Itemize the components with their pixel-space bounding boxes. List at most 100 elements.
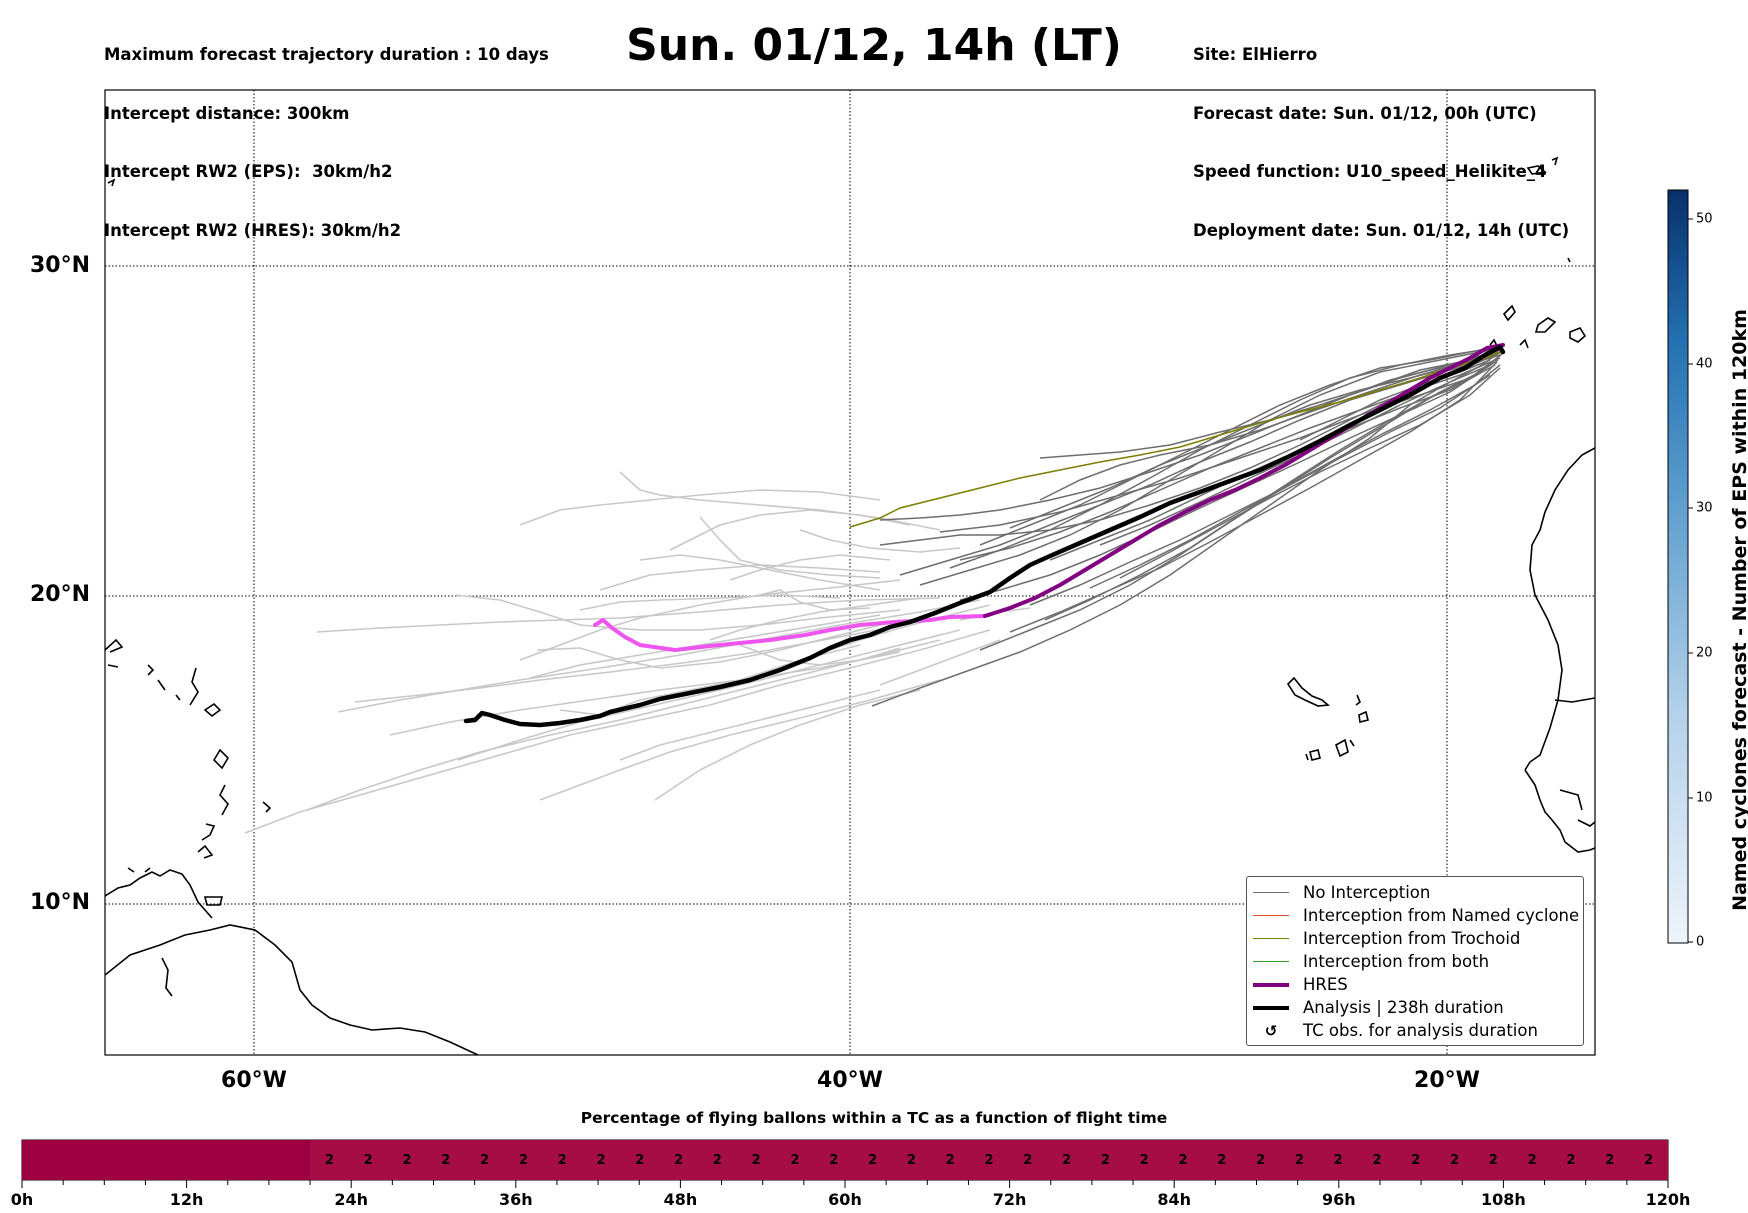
bar-value-cell: 2: [1202, 1140, 1242, 1180]
bar-value-cell: 2: [310, 1140, 349, 1180]
bar-value-cell: 2: [1047, 1140, 1086, 1180]
bar-tick-label: 108h: [1480, 1190, 1526, 1209]
bar-value-cell: 2: [1396, 1140, 1436, 1180]
bar-value-cell: 2: [387, 1140, 427, 1180]
legend-swatch: [1253, 938, 1289, 939]
lat-label: 30°N: [30, 253, 91, 278]
header-line: Forecast date: Sun. 01/12, 00h (UTC): [1193, 103, 1537, 123]
bar-value-cell: 2: [814, 1140, 854, 1180]
colorbar-tick: 20: [1696, 645, 1713, 661]
bar-value-cell: 2: [1124, 1140, 1164, 1180]
header-line: Deployment date: Sun. 01/12, 14h (UTC): [1193, 220, 1570, 240]
bar-tick-label: 0h: [10, 1190, 34, 1209]
legend-swatch: [1253, 892, 1289, 893]
bar-value-cell: 2: [659, 1140, 698, 1180]
bar-value-cell: 2: [930, 1140, 970, 1180]
header-line: Intercept distance: 300km: [104, 103, 350, 123]
bar-value-cell: 2: [581, 1140, 621, 1180]
legend-item-both: Interception from both: [1253, 950, 1489, 973]
colorbar-tick: 40: [1696, 356, 1713, 372]
bar-tick-label: 12h: [169, 1190, 204, 1209]
legend-label: Interception from both: [1303, 952, 1490, 971]
bar-tick-label: 96h: [1321, 1190, 1356, 1209]
hres-trajectory: [593, 343, 1505, 652]
header-line: Maximum forecast trajectory duration : 1…: [104, 45, 549, 64]
bar-value-cell: 2: [504, 1140, 543, 1180]
map-frame: [104, 89, 1596, 1056]
bar-value-cell: 2: [1357, 1140, 1397, 1180]
bar-tick-label: 120h: [1645, 1190, 1691, 1209]
lat-label: 10°N: [30, 890, 91, 915]
legend-swatch: [1253, 1005, 1289, 1010]
bar-value-cell: 2: [1163, 1140, 1203, 1180]
bar-value-cell: 2: [1474, 1140, 1513, 1180]
coastlines: [105, 156, 1595, 1055]
bar-value-cell: 2: [1241, 1140, 1280, 1180]
bar-value-cell: 2: [1280, 1140, 1319, 1180]
bar-value-cell: 2: [892, 1140, 931, 1180]
bar-tick-label: 72h: [992, 1190, 1027, 1209]
bar-value-cell: 2: [542, 1140, 582, 1180]
flight-time-bar-title: Percentage of flying ballons within a TC…: [580, 1109, 1168, 1127]
analysis-trajectory: [463, 344, 1506, 728]
bar-value-cell: 2: [1086, 1140, 1125, 1180]
colorbar-label: Named cyclones forecast - Number of EPS …: [1729, 309, 1748, 911]
page-title: Sun. 01/12, 14h (LT): [626, 20, 1122, 71]
header-line: Intercept RW2 (HRES): 30km/h2: [104, 220, 402, 240]
bar-value-cell: 2: [1435, 1140, 1474, 1180]
colorbar-tick: 10: [1696, 790, 1713, 806]
colorbar-tick: 30: [1696, 500, 1713, 516]
bar-tick-label: 24h: [334, 1190, 369, 1209]
map-legend: No Interception Interception from Named …: [1246, 876, 1584, 1046]
bar-value-cell: 2: [1551, 1140, 1591, 1180]
legend-swatch: [1253, 961, 1289, 962]
lon-label: 40°W: [817, 1068, 883, 1093]
bar-value-cell: 2: [1512, 1140, 1552, 1180]
bar-tick-label: 48h: [663, 1190, 698, 1209]
bar-value-cell: 2: [775, 1140, 815, 1180]
legend-item-tc-obs: ↺ TC obs. for analysis duration: [1253, 1019, 1538, 1042]
bar-value-cell: 2: [465, 1140, 504, 1180]
header-info-right: Site: ElHierro Forecast date: Sun. 01/12…: [1193, 6, 1569, 260]
bar-tick-label: 84h: [1157, 1190, 1192, 1209]
header-line: Speed function: U10_speed_Helikite_4: [1193, 162, 1547, 181]
legend-label: HRES: [1303, 975, 1348, 994]
legend-item-no-interception: No Interception: [1253, 881, 1430, 904]
bar-segment: [22, 1140, 310, 1180]
legend-swatch: [1253, 915, 1289, 916]
legend-item-named-cyclone: Interception from Named cyclone: [1253, 904, 1579, 927]
cyclone-symbol-icon: ↺: [1264, 1021, 1278, 1040]
lon-label: 60°W: [221, 1068, 287, 1093]
bar-tick-label: 60h: [828, 1190, 862, 1209]
header-line: Intercept RW2 (EPS): 30km/h2: [104, 162, 393, 181]
legend-item-analysis: Analysis | 238h duration: [1253, 996, 1504, 1019]
legend-label: Interception from Named cyclone: [1303, 906, 1580, 925]
colorbar-tick: 50: [1696, 211, 1713, 227]
ensemble-trajectories-faint: [244, 471, 1031, 834]
colorbar-tick: 0: [1696, 934, 1705, 950]
bar-value-cell: 2: [698, 1140, 737, 1180]
legend-label: TC obs. for analysis duration: [1303, 1021, 1538, 1040]
legend-swatch: [1253, 982, 1289, 987]
lon-label: 20°W: [1414, 1068, 1480, 1093]
legend-item-hres: HRES: [1253, 973, 1348, 996]
trochoid-trajectory: [849, 351, 1501, 528]
bar-value-cell: 2: [969, 1140, 1009, 1180]
bar-value-cell: 2: [1008, 1140, 1048, 1180]
bar-value-cell: 2: [1590, 1140, 1630, 1180]
legend-label: Analysis | 238h duration: [1303, 998, 1504, 1017]
header-line: Site: ElHierro: [1193, 45, 1318, 64]
bar-value-cell: 2: [853, 1140, 892, 1180]
bar-value-cell: 2: [1318, 1140, 1358, 1180]
legend-label: No Interception: [1303, 883, 1431, 902]
bar-value-cell: 2: [736, 1140, 776, 1180]
legend-item-trochoid: Interception from Trochoid: [1253, 927, 1520, 950]
header-info-left: Maximum forecast trajectory duration : 1…: [104, 6, 549, 260]
bar-value-cell: 2: [348, 1140, 388, 1180]
bar-tick-label: 36h: [498, 1190, 533, 1209]
legend-label: Interception from Trochoid: [1303, 929, 1521, 948]
bar-value-cell: 2: [426, 1140, 466, 1180]
lat-label: 20°N: [30, 582, 91, 607]
colorbar: [1667, 189, 1693, 944]
